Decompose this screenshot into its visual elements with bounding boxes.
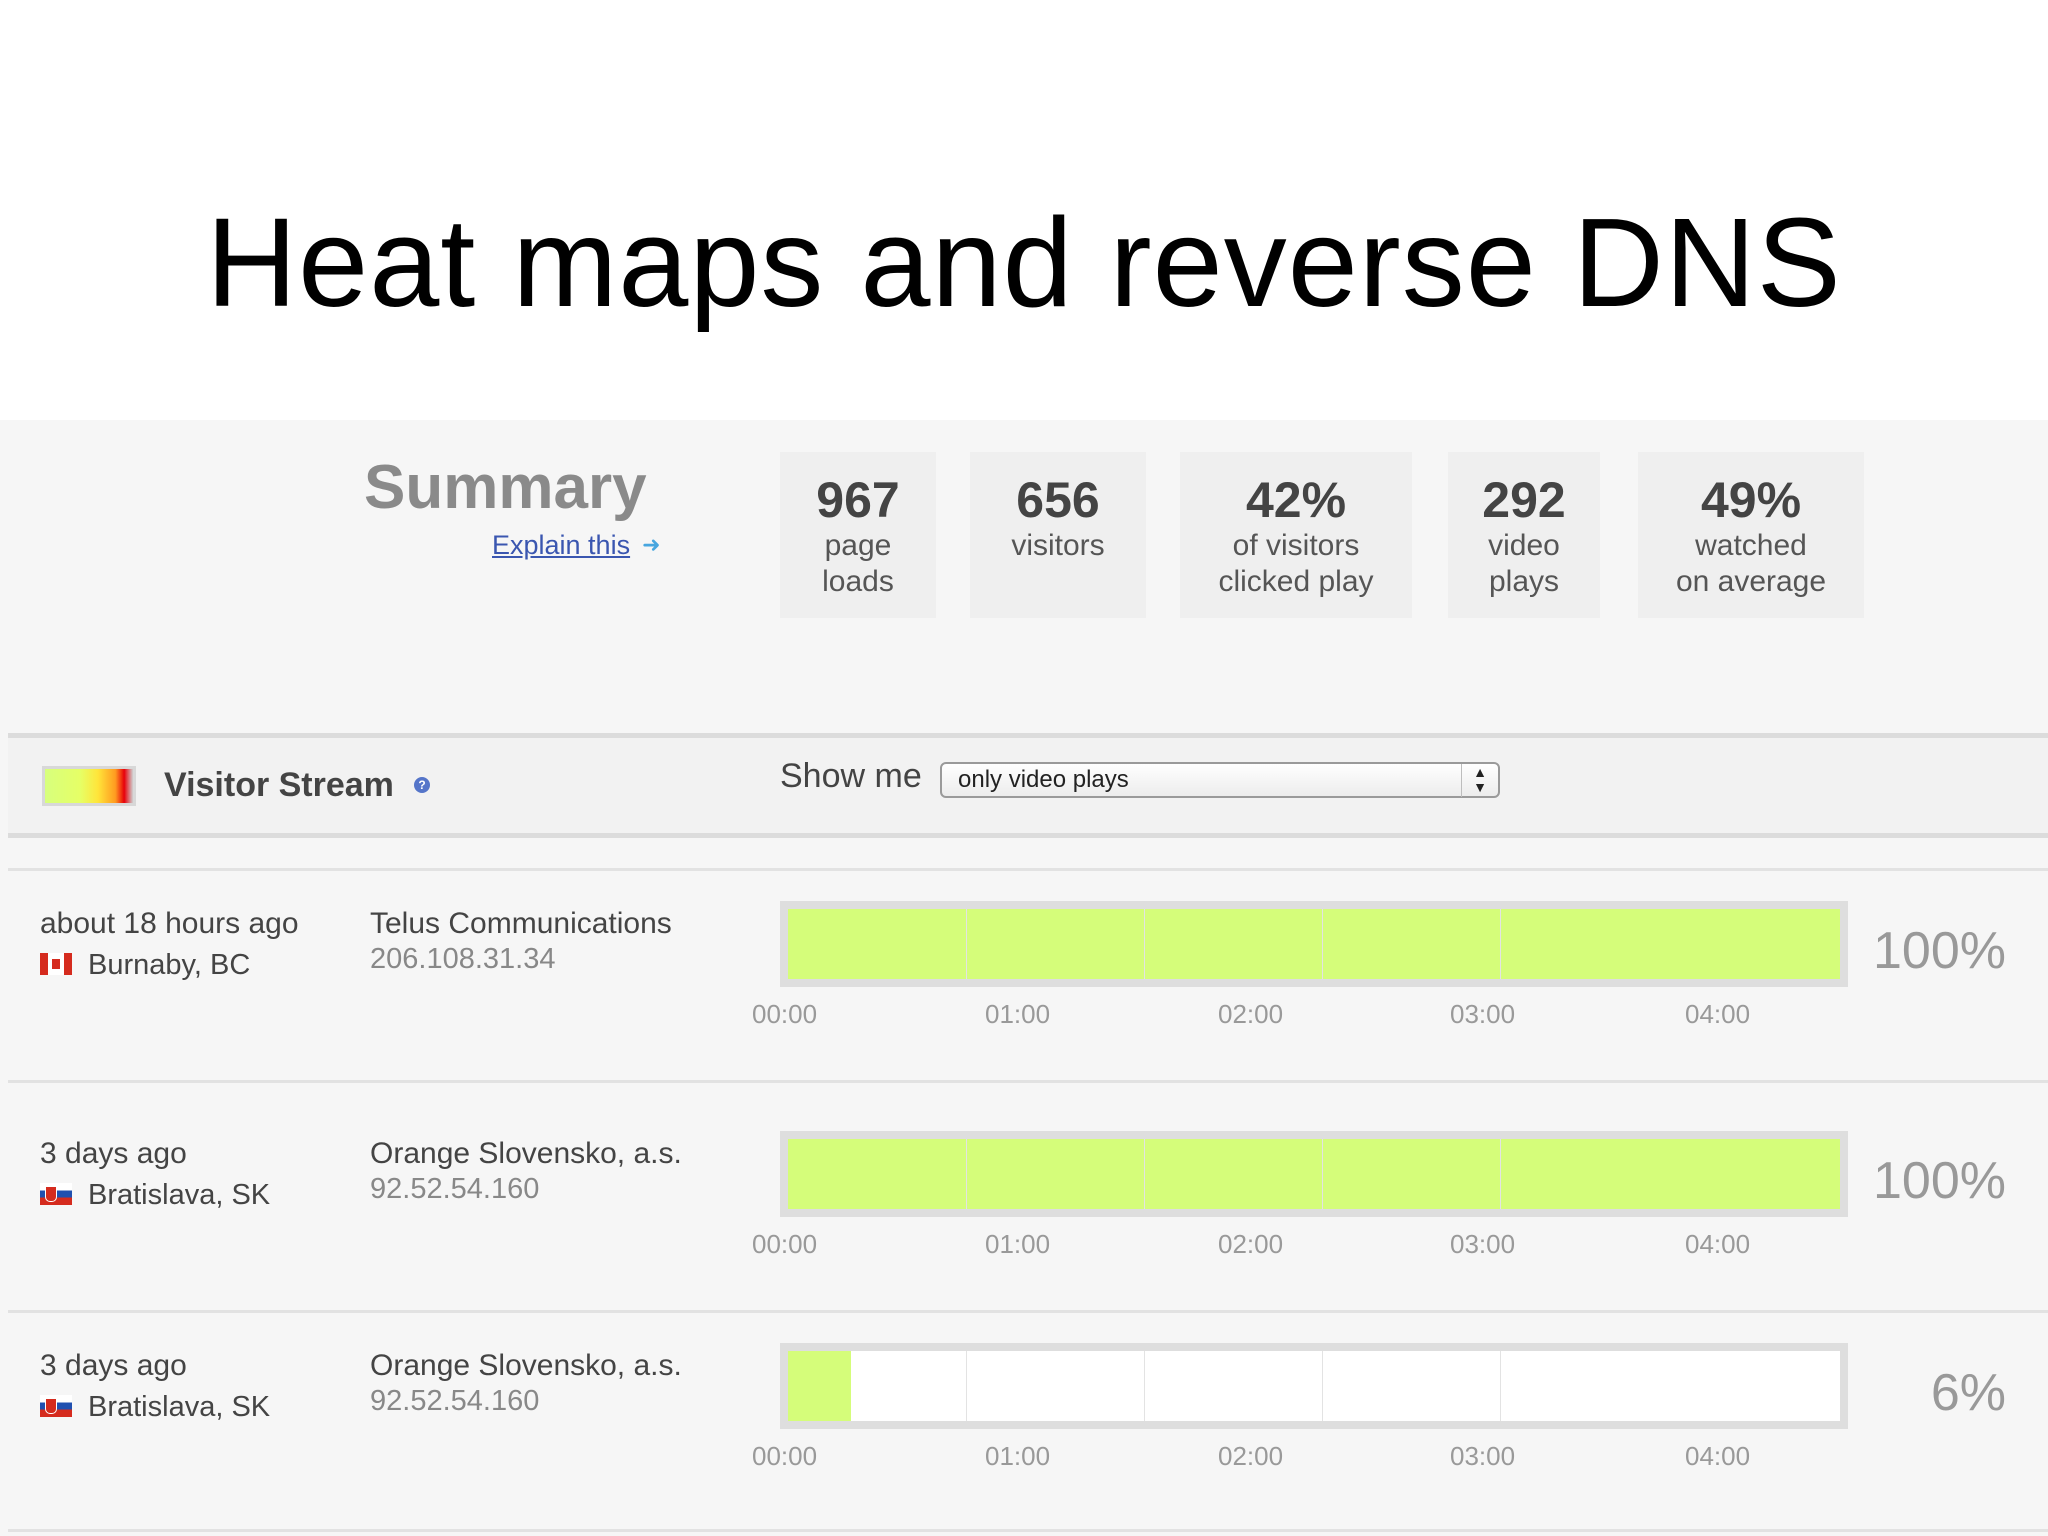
explain-this-link[interactable]: Explain this (492, 530, 631, 560)
stat-visitors: 656 visitors (970, 452, 1146, 618)
watch-timeline-bar[interactable] (780, 1343, 1848, 1429)
stat-label: visitors (1011, 529, 1105, 562)
stat-value: 656 (1016, 472, 1100, 528)
timeline-tick-label: 00:00 (752, 1229, 818, 1259)
stat-value: 49% (1700, 472, 1802, 528)
ip-address: 92.52.54.160 (370, 1173, 540, 1205)
watched-segment (788, 1351, 852, 1421)
timeline-gridline (966, 1351, 967, 1421)
ip-address: 206.108.31.34 (370, 943, 556, 975)
timeline-tick-label: 01:00 (985, 1441, 1051, 1471)
watched-segment (788, 1139, 1840, 1209)
visitor-row[interactable]: 3 days ago Bratislava, SK Orange Slovens… (8, 1310, 2048, 1532)
help-icon[interactable]: ? (414, 777, 430, 793)
timeline-tick-label: 01:00 (985, 999, 1051, 1029)
slovakia-flag-icon (40, 1395, 72, 1417)
timeline-tick-label: 04:00 (1685, 999, 1751, 1029)
stat-label: page (824, 529, 892, 562)
location: Bratislava, SK (88, 1391, 271, 1423)
timeline-gridline (1322, 1139, 1323, 1209)
timeline-tick-label: 00:00 (752, 1441, 818, 1471)
visitor-row[interactable]: about 18 hours ago Burnaby, BC Telus Com… (8, 868, 2048, 1083)
heat-legend-swatch (42, 766, 136, 806)
stat-page-loads: 967 page loads (780, 452, 936, 618)
timeline-tick-label: 02:00 (1218, 1229, 1284, 1259)
timeline-tick-label: 02:00 (1218, 1441, 1284, 1471)
timeline-tick-label: 03:00 (1450, 1229, 1516, 1259)
visitor-row[interactable]: 3 days ago Bratislava, SK Orange Slovens… (8, 1080, 2048, 1313)
stat-label: on average (1675, 565, 1827, 598)
stat-label: plays (1488, 565, 1560, 598)
stat-label: clicked play (1218, 565, 1374, 598)
timeline-gridline (1500, 1139, 1501, 1209)
visitor-stream-title: Visitor Stream (164, 766, 394, 804)
summary-heading: Summary (364, 453, 647, 522)
filter-select-value: only video plays (958, 766, 1129, 793)
location: Bratislava, SK (88, 1179, 271, 1211)
timeline-tick-label: 04:00 (1685, 1441, 1751, 1471)
timeline-gridline (1322, 1351, 1323, 1421)
timeline-tick-label: 00:00 (752, 999, 818, 1029)
stat-value: 42% (1245, 472, 1347, 528)
timeline-gridline (1144, 909, 1145, 979)
watch-timeline-bar[interactable] (780, 1131, 1848, 1217)
watched-percent: 100% (1873, 1152, 2006, 1210)
time-ago: 3 days ago (40, 1137, 187, 1170)
stat-label: watched (1695, 529, 1807, 562)
stat-label: loads (822, 565, 894, 598)
isp-name: Orange Slovensko, a.s. (370, 1137, 682, 1170)
isp-name: Telus Communications (370, 907, 672, 940)
timeline-tick-label: 01:00 (985, 1229, 1051, 1259)
timeline-tick-label: 04:00 (1685, 1229, 1751, 1259)
timeline-tick-label: 02:00 (1218, 999, 1284, 1029)
slovakia-flag-icon (40, 1183, 72, 1205)
time-ago: about 18 hours ago (40, 907, 299, 940)
slide-title: Heat maps and reverse DNS (206, 192, 1842, 333)
watched-percent: 100% (1873, 922, 2006, 980)
stat-label: video (1488, 529, 1560, 562)
canada-flag-icon (40, 953, 72, 975)
watched-percent: 6% (1930, 1364, 2006, 1422)
ip-address: 92.52.54.160 (370, 1385, 540, 1417)
arrow-right-icon[interactable]: ➜ (642, 532, 661, 557)
timeline-gridline (1500, 909, 1501, 979)
timeline-gridline (1144, 1139, 1145, 1209)
timeline-gridline (1322, 909, 1323, 979)
timeline-gridline (1500, 1351, 1501, 1421)
stat-label: of visitors (1232, 529, 1360, 562)
isp-name: Orange Slovensko, a.s. (370, 1349, 682, 1382)
select-arrows-icon[interactable]: ▲ ▼ (1461, 764, 1498, 797)
timeline-tick-label: 03:00 (1450, 1441, 1516, 1471)
timeline-tick-label: 03:00 (1450, 999, 1516, 1029)
watched-segment (788, 909, 1840, 979)
time-ago: 3 days ago (40, 1349, 187, 1382)
stat-value: 292 (1482, 472, 1566, 528)
stat-video-plays: 292 video plays (1448, 452, 1600, 618)
timeline-gridline (966, 909, 967, 979)
show-me-label: Show me (780, 757, 922, 795)
stat-value: 967 (816, 472, 900, 528)
timeline-gridline (966, 1139, 967, 1209)
timeline-gridline (1144, 1351, 1145, 1421)
stat-clicked-play: 42% of visitors clicked play (1180, 452, 1412, 618)
watch-timeline-bar[interactable] (780, 901, 1848, 987)
filter-select[interactable]: only video plays ▲ ▼ (940, 762, 1500, 798)
location: Burnaby, BC (88, 949, 251, 981)
stat-watched-average: 49% watched on average (1638, 452, 1864, 618)
